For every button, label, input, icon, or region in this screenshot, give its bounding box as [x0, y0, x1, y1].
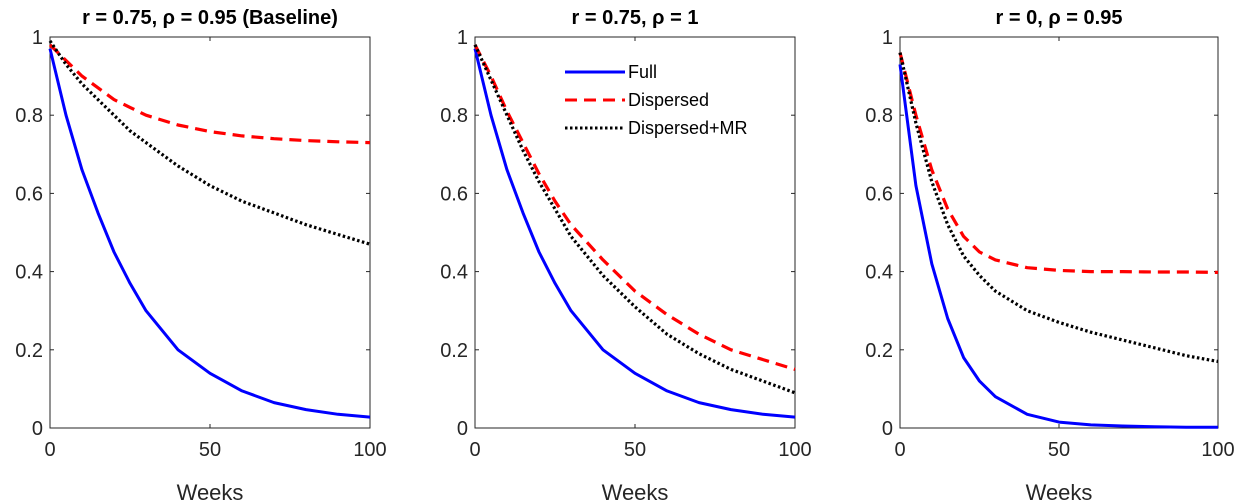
series-line-dispersed [473, 44, 796, 371]
plot-area [49, 36, 371, 429]
x-tick-label: 50 [199, 439, 221, 461]
y-tick-label: 0.4 [440, 262, 468, 284]
series-line-full [898, 64, 1218, 429]
legend-label: Full [628, 62, 657, 82]
x-tick-label: 50 [1048, 439, 1070, 461]
panel-title: r = 0, ρ = 0.95 [996, 7, 1123, 29]
x-tick-label: 100 [353, 439, 386, 461]
legend-label: Dispersed [628, 90, 709, 110]
y-tick-label: 1 [457, 27, 468, 49]
y-tick-label: 0.8 [865, 105, 893, 127]
series-line-dispersed [898, 52, 1219, 274]
y-tick-label: 0 [882, 418, 893, 440]
x-tick-label: 0 [44, 439, 55, 461]
y-tick-label: 0 [457, 418, 468, 440]
plot-area [899, 36, 1219, 429]
series-line-dispersed-mr [898, 52, 1219, 364]
y-tick-label: 1 [882, 27, 893, 49]
y-tick-label: 0.4 [15, 262, 43, 284]
series-line-full [473, 48, 796, 419]
y-tick-label: 0.6 [440, 183, 468, 205]
y-tick-label: 0 [32, 418, 43, 440]
panel-3: r = 0, ρ = 0.95 0 0.2 0.4 0.6 0.8 1 0 50 100 Weeks [865, 7, 1235, 504]
legend-label: Dispersed+MR [628, 118, 748, 138]
plot-area [474, 36, 796, 429]
y-tick-label: 0.8 [440, 105, 468, 127]
y-tick-label: 0.4 [865, 262, 893, 284]
y-tick-label: 0.2 [865, 340, 893, 362]
panel-1: r = 0.75, ρ = 0.95 (Baseline) 0 0.2 0.4 0.6 0… [15, 7, 387, 504]
panel-2: r = 0.75, ρ = 1 0 0.2 0.4 0.6 0.8 1 0 50 100 Weeks… [440, 7, 812, 504]
y-tick-label: 0.8 [15, 105, 43, 127]
y-tick-label: 0.6 [15, 183, 43, 205]
series-line-full [48, 48, 371, 419]
panel-title: r = 0.75, ρ = 1 [572, 7, 699, 29]
series-line-dispersed-mr [48, 39, 371, 246]
series-line-dispersed [48, 43, 371, 145]
x-tick-label: 0 [894, 439, 905, 461]
x-axis-label: Weeks [177, 480, 244, 504]
x-tick-label: 50 [624, 439, 646, 461]
legend: Full Dispersed Dispersed+MR [565, 62, 748, 138]
x-tick-label: 0 [469, 439, 480, 461]
x-axis-label: Weeks [602, 480, 669, 504]
x-axis-label: Weeks [1026, 480, 1093, 504]
y-tick-label: 1 [32, 27, 43, 49]
x-tick-label: 100 [1201, 439, 1234, 461]
y-tick-label: 0.6 [865, 183, 893, 205]
x-tick-label: 100 [778, 439, 811, 461]
panel-title: r = 0.75, ρ = 0.95 (Baseline) [82, 7, 338, 29]
y-tick-label: 0.2 [15, 340, 43, 362]
y-tick-label: 0.2 [440, 340, 468, 362]
